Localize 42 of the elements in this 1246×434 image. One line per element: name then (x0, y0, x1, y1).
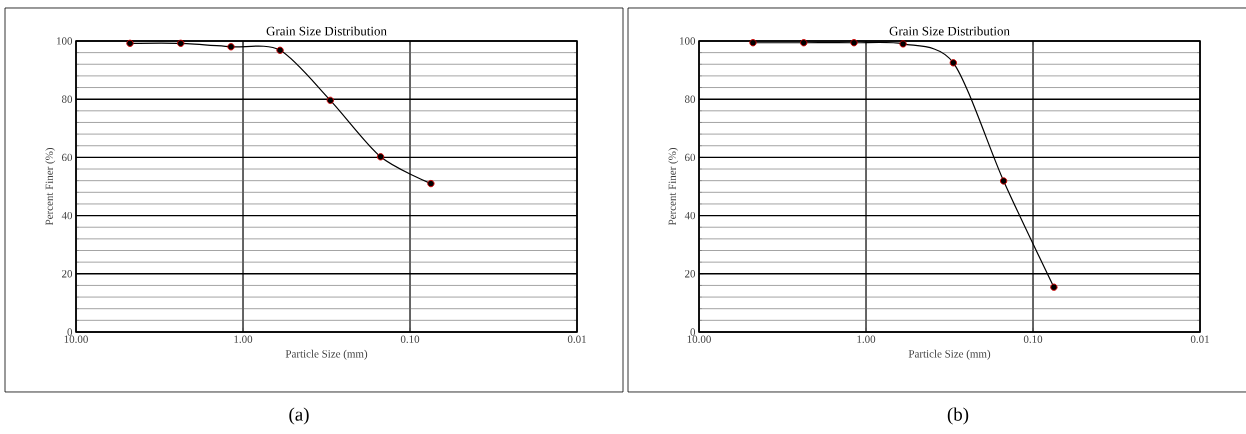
x-tick-label: 1.00 (234, 335, 253, 343)
x-tick-label: 10.00 (687, 335, 711, 343)
x-tick-label: 0.10 (400, 335, 420, 343)
x-tick-label: 10.00 (64, 335, 88, 343)
y-tick-label: 0 (690, 328, 696, 336)
point (126, 39, 134, 47)
y-tick-label: 100 (680, 37, 696, 45)
point (276, 46, 284, 54)
x-tick-label: 0.10 (1023, 335, 1043, 343)
point (326, 96, 334, 104)
x-axis-title: Particle Size (mm) (285, 349, 368, 360)
y-axis-title: Percent Finer (%) (45, 148, 56, 226)
x-axis-title: Particle Size (mm) (908, 349, 991, 360)
x-tick-label: 1.00 (857, 335, 876, 343)
y-tick-label: 0 (67, 328, 73, 336)
point (227, 43, 235, 51)
point (949, 59, 957, 67)
chart-title: Grain Size Distribution (889, 26, 1010, 36)
y-tick-label: 20 (62, 270, 73, 278)
point (177, 39, 185, 47)
x-tick-label: 0.01 (567, 335, 586, 343)
y-axis-title: Percent Finer (%) (668, 148, 679, 226)
point (999, 177, 1008, 185)
point (899, 40, 907, 48)
point (1050, 283, 1058, 291)
y-tick-label: 40 (61, 211, 73, 220)
point (850, 39, 858, 47)
y-tick-label: 80 (684, 95, 696, 103)
chart-title: Grain Size Distribution (266, 26, 387, 36)
y-tick-label: 40 (684, 211, 696, 220)
y-tick-label: 100 (57, 37, 73, 45)
text: (a) (289, 407, 309, 425)
point (427, 179, 435, 188)
point (800, 39, 808, 47)
y-tick-label: 80 (61, 95, 73, 103)
point (749, 39, 757, 47)
y-tick-label: 60 (685, 153, 696, 162)
y-tick-label: 60 (62, 153, 73, 162)
point (376, 153, 385, 161)
y-tick-label: 20 (685, 270, 696, 278)
x-tick-label: 0.01 (1190, 335, 1209, 343)
text: (b) (947, 407, 969, 425)
